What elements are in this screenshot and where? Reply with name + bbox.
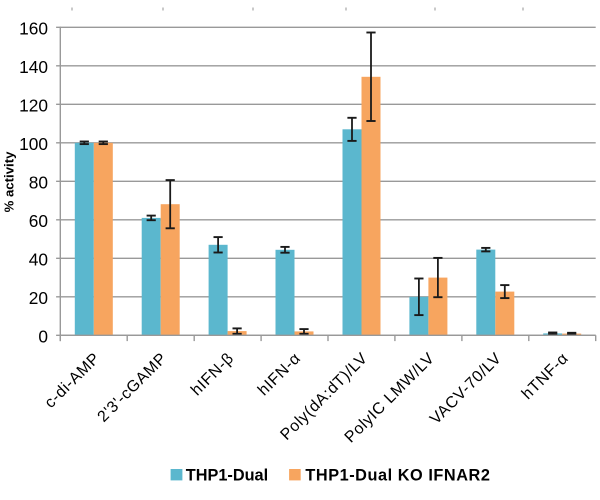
svg-text:80: 80: [29, 173, 48, 193]
svg-text:THP1-Dual KO IFNAR2: THP1-Dual KO IFNAR2: [305, 466, 490, 484]
svg-text:140: 140: [19, 57, 48, 77]
svg-text:120: 120: [19, 96, 48, 116]
svg-text:100: 100: [19, 134, 48, 154]
svg-text:60: 60: [29, 211, 48, 231]
svg-text:THP1-Dual: THP1-Dual: [186, 466, 268, 484]
svg-text:40: 40: [29, 250, 48, 270]
svg-text:% activity: % activity: [2, 151, 17, 213]
svg-text:160: 160: [19, 19, 48, 39]
svg-text:20: 20: [29, 288, 48, 308]
svg-text:0: 0: [38, 327, 48, 347]
